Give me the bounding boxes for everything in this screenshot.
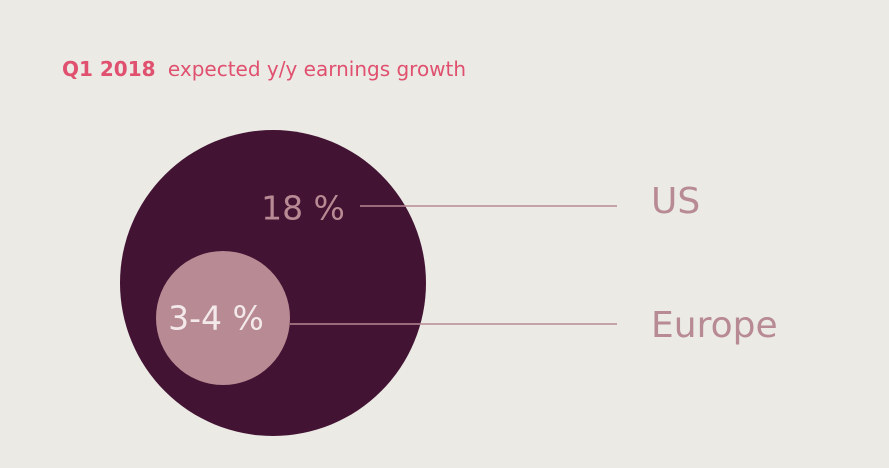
title: Q1 2018 expected y/y earnings growth — [62, 57, 466, 81]
us-value: 18 % — [261, 189, 345, 228]
europe-value: 3-4 % — [168, 299, 264, 338]
us-label: US — [651, 181, 700, 222]
title-highlight: Q1 2018 — [62, 57, 156, 81]
title-text: expected y/y earnings growth — [168, 57, 466, 81]
europe-label: Europe — [651, 305, 778, 346]
europe-circle — [156, 251, 290, 385]
